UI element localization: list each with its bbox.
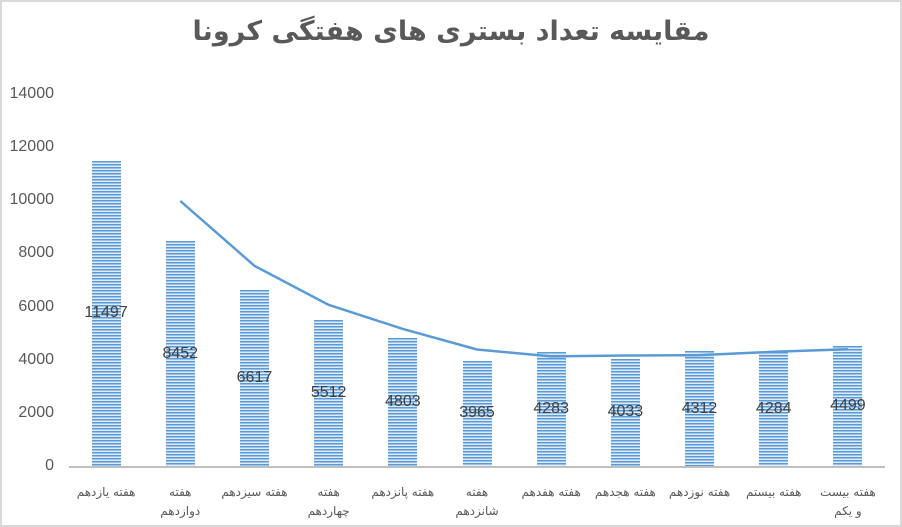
x-tick-label: هفته چهاردهم — [290, 483, 368, 521]
y-tick-label: 4000 — [18, 350, 54, 368]
bar — [536, 352, 566, 466]
y-tick-label: 8000 — [18, 244, 54, 262]
bar-data-label: 4283 — [533, 400, 569, 418]
x-tick-label-line: چهاردهم — [307, 504, 350, 518]
x-tick-label: هفته بیستم — [735, 483, 813, 502]
bar — [462, 360, 492, 466]
bar-data-label: 3965 — [459, 404, 495, 422]
x-tick-label: هفته بیست و یکم — [809, 483, 887, 521]
bar — [91, 160, 121, 466]
x-tick-label-line: هفته بیستم — [745, 485, 802, 499]
x-tick-label-line: هفته — [465, 485, 489, 499]
x-tick-label-line: هفته بیست — [820, 485, 876, 499]
bar-data-label: 4803 — [385, 393, 421, 411]
x-tick-label: هفته پانزدهم — [364, 483, 442, 502]
bar-data-label: 8452 — [162, 344, 199, 362]
bar-data-label: 4284 — [755, 400, 792, 418]
x-tick-label: هفته هفدهم — [512, 483, 590, 502]
bar-data-label: 5512 — [310, 383, 347, 401]
x-tick-label-line: دوازدهم — [160, 504, 201, 518]
bar — [610, 358, 640, 466]
bar — [165, 241, 195, 466]
y-tick-label: 2000 — [18, 403, 54, 421]
x-tick-label: هفته شانزدهم — [438, 483, 516, 521]
y-tick-label: 6000 — [18, 297, 54, 315]
bar — [239, 290, 269, 466]
bar-data-label: 4033 — [607, 403, 644, 421]
x-tick-label-line: و یکم — [834, 504, 862, 518]
x-tick-label-line: هفته — [317, 485, 340, 499]
x-tick-label: هفته نوزدهم — [661, 483, 739, 502]
y-tick-label: 0 — [45, 457, 54, 474]
bar-data-label: 6617 — [236, 369, 273, 387]
bar — [685, 351, 715, 466]
x-tick-label-line: شانزدهم — [455, 504, 499, 518]
x-tick-label: هفته دوازدهم — [141, 483, 219, 521]
y-tick-label: 10000 — [9, 191, 55, 209]
bar — [388, 338, 418, 466]
bar — [833, 346, 863, 466]
x-tick-label: هفته سیزدهم — [215, 483, 293, 502]
x-tick-label-line: هفته یازدهم — [76, 485, 136, 499]
x-tick-label-line: هفته هجدهم — [594, 485, 656, 499]
x-tick-label: هفته یازدهم — [67, 483, 145, 502]
x-tick-label-line: هفته نوزدهم — [668, 485, 731, 499]
trendline-path — [179, 200, 848, 358]
chart-title: مقایسه تعداد بستری های هفتگی کرونا — [192, 16, 710, 47]
y-tick-label: 12000 — [9, 138, 55, 156]
x-tick-label: هفته هجدهم — [586, 483, 664, 502]
x-axis-line — [69, 466, 885, 468]
x-tick-label-line: هفته پانزدهم — [371, 485, 435, 499]
bar-data-label: 11497 — [84, 304, 128, 322]
bar-data-label: 4312 — [681, 399, 718, 417]
x-tick-label-line: هفته هفدهم — [521, 485, 581, 499]
x-tick-label-line: هفته سیزدهم — [221, 485, 288, 499]
bar-data-label: 4499 — [830, 397, 866, 415]
y-tick-label: 14000 — [9, 85, 55, 102]
bar — [314, 319, 344, 466]
x-tick-label-line: هفته — [169, 485, 192, 499]
bar — [759, 352, 789, 466]
